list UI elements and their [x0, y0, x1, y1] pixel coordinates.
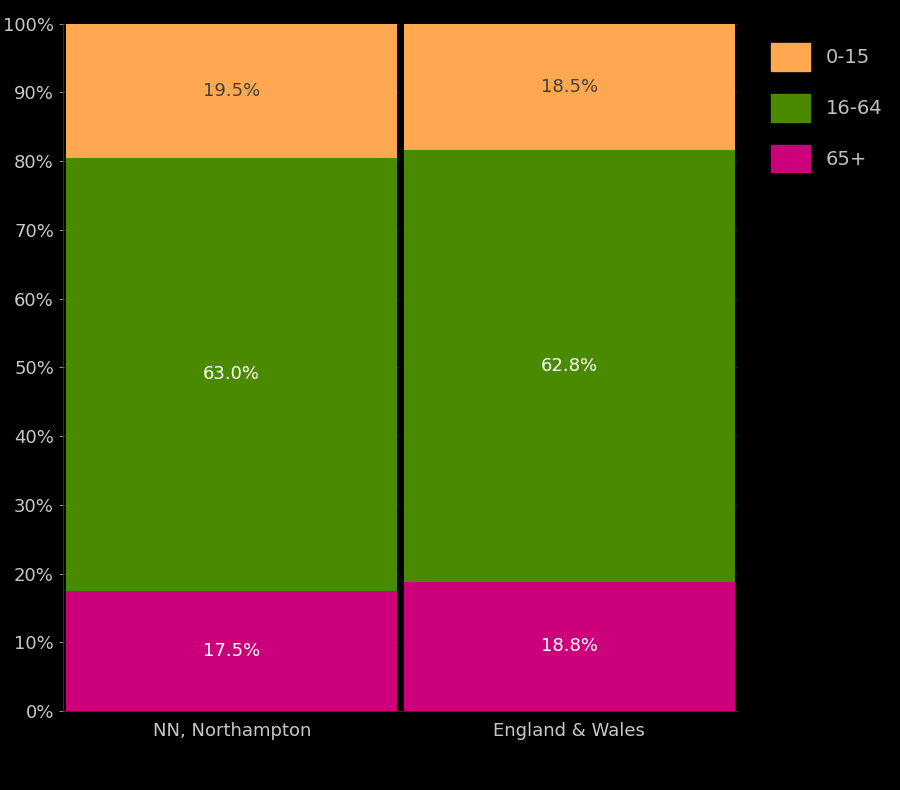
Bar — [404, 150, 734, 581]
Text: 17.5%: 17.5% — [203, 641, 260, 660]
Bar — [404, 581, 734, 711]
Text: 63.0%: 63.0% — [203, 365, 260, 383]
Bar — [67, 24, 397, 158]
Text: 19.5%: 19.5% — [203, 81, 260, 100]
Legend: 0-15, 16-64, 65+: 0-15, 16-64, 65+ — [761, 33, 892, 182]
Bar — [67, 591, 397, 711]
Bar — [404, 23, 734, 150]
Bar — [67, 158, 397, 591]
Text: 62.8%: 62.8% — [541, 357, 598, 375]
Text: 18.5%: 18.5% — [541, 77, 598, 96]
Text: 18.8%: 18.8% — [541, 638, 598, 656]
